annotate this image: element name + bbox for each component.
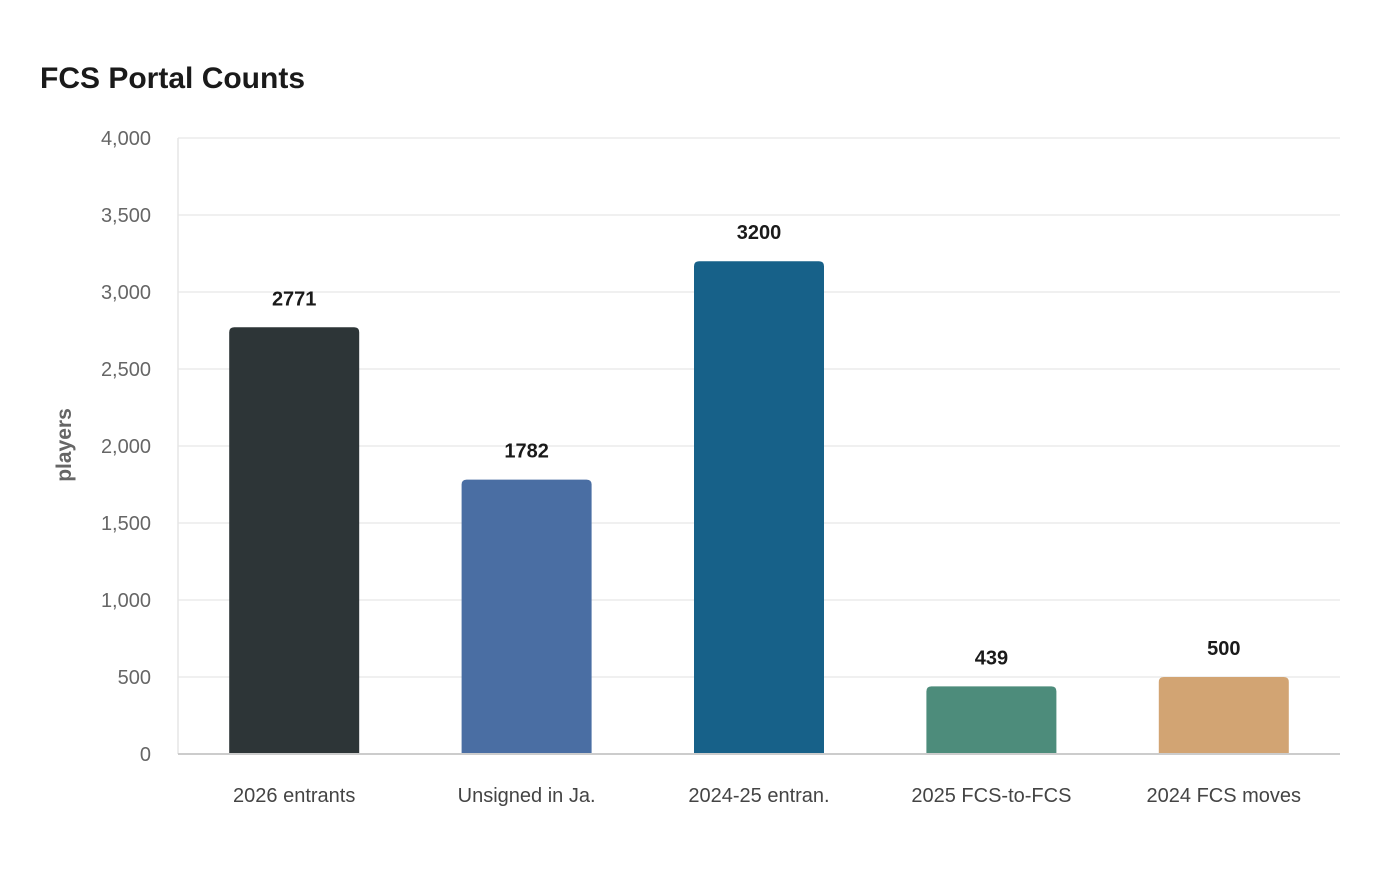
bar-5 [1158,677,1289,754]
y-tick-label: 1,500 [101,513,151,535]
x-category-label: 2024-25 entran. [688,785,829,807]
y-axis-title: players [53,408,76,482]
y-tick-label: 3,000 [101,282,151,304]
bar-1 [229,327,360,754]
y-tick-label: 1,000 [101,590,151,612]
y-tick-label: 4,000 [101,128,151,150]
data-label: 3200 [737,222,782,244]
bar-2 [461,479,592,754]
x-axis-categories: 2026 entrants Unsigned in Ja. 2024-25 entr… [233,785,1301,807]
data-label: 1782 [504,441,549,463]
y-tick-label: 500 [118,667,151,689]
x-category-label: Unsigned in Ja. [458,785,596,807]
y-tick-label: 0 [140,744,151,766]
y-axis-ticks: 0 500 1,000 1,500 2,000 2,500 3,000 3,500 4,000 [101,128,151,766]
data-label: 2771 [272,288,317,310]
bars [229,261,1289,754]
x-category-label: 2025 FCS-to-FCS [911,785,1071,807]
bar-4 [926,686,1057,754]
y-tick-label: 2,000 [101,436,151,458]
chart-title: FCS Portal Counts [40,62,306,95]
y-tick-label: 3,500 [101,205,151,227]
data-label: 500 [1207,638,1240,660]
data-labels: 2771 1782 3200 439 500 [272,222,1241,669]
data-label: 439 [975,647,1008,669]
x-category-label: 2026 entrants [233,785,355,807]
x-category-label: 2024 FCS moves [1147,785,1302,807]
bar-3 [694,261,824,754]
y-tick-label: 2,500 [101,359,151,381]
